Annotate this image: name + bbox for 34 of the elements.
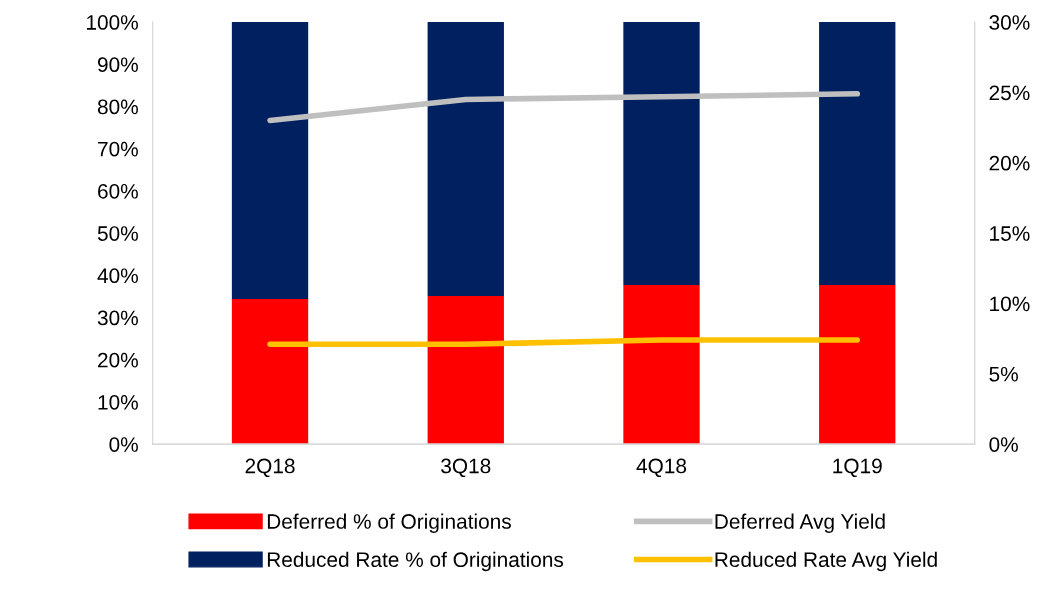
y-tick-label: 10% [98, 394, 138, 410]
x-tick-label: 3Q18 [441, 458, 491, 478]
bar [231, 22, 309, 299]
y-tick-label: 30% [97, 310, 138, 326]
y-tick-label: 0% [109, 437, 138, 452]
y2-tick-label: 15% [990, 226, 1030, 241]
bar [819, 22, 896, 286]
y-tick-label: 40% [97, 268, 138, 284]
bar [427, 22, 504, 297]
x-tick-label: 1Q19 [833, 458, 882, 478]
x-tick-label: 2Q18 [245, 458, 295, 478]
legend-label: Reduced Rate % of Originations [267, 551, 564, 572]
y2-tick-label: 0% [989, 437, 1018, 452]
y2-tick-label: 20% [989, 155, 1030, 171]
y2-tick-label: 30% [989, 15, 1030, 30]
legend-label: Deferred % of Originations [267, 513, 511, 533]
y-tick-label: 80% [97, 99, 138, 115]
bar [623, 285, 700, 445]
y-tick-label: 90% [97, 57, 138, 73]
y-tick-label: 20% [98, 352, 138, 368]
y-tick-label: 60% [98, 183, 138, 199]
x-tick-label: 4Q18 [636, 458, 687, 478]
y2-tick-label: 5% [989, 366, 1018, 382]
y-tick-label: 100% [87, 15, 138, 30]
bar [623, 22, 700, 286]
y-tick-label: 70% [98, 141, 138, 157]
legend-label: Deferred Avg Yield [715, 513, 885, 533]
legend-label: Reduced Rate Avg Yield [715, 551, 937, 572]
y2-tick-label: 25% [989, 85, 1030, 101]
y-tick-label: 50% [97, 226, 138, 241]
bar [427, 296, 504, 445]
bar [819, 285, 896, 445]
y2-tick-label: 10% [990, 296, 1030, 312]
bar [231, 298, 309, 445]
